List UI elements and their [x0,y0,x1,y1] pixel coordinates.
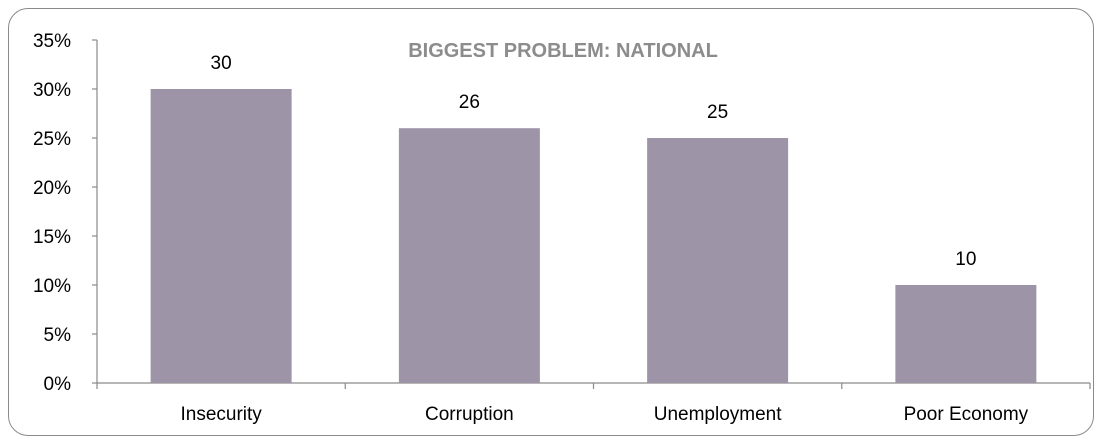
y-axis: 0% 5% 10% 15% 20% 25% 30% 35% [33,31,98,395]
bar-insecurity [150,89,292,383]
x-axis: Insecurity Corruption Unemployment Poor Eco… [96,382,1091,425]
bar-corruption [398,128,540,383]
y-tick-label: 5% [44,325,72,346]
y-tick-label: 35% [33,31,71,52]
y-tick-label: 20% [33,178,71,199]
bar-unemployment [647,138,789,383]
x-tick-label: Unemployment [654,404,782,425]
data-label: 26 [459,92,480,113]
y-tick-label: 25% [33,129,71,150]
chart-title: BIGGEST PROBLEM: NATIONAL [408,40,718,62]
data-labels: 30 26 25 10 [211,53,977,270]
x-tick-label: Poor Economy [904,404,1029,425]
y-tick-label: 15% [33,227,71,248]
y-tick-label: 30% [33,80,71,101]
y-tick-label: 0% [44,374,72,395]
data-label: 10 [955,249,976,270]
data-label: 30 [211,53,232,74]
y-tick-label: 10% [33,276,71,297]
bars [150,89,1037,383]
data-label: 25 [707,102,728,123]
x-tick-label: Insecurity [180,404,262,425]
x-tick-label: Corruption [425,404,514,425]
bar-poor-economy [895,285,1037,383]
